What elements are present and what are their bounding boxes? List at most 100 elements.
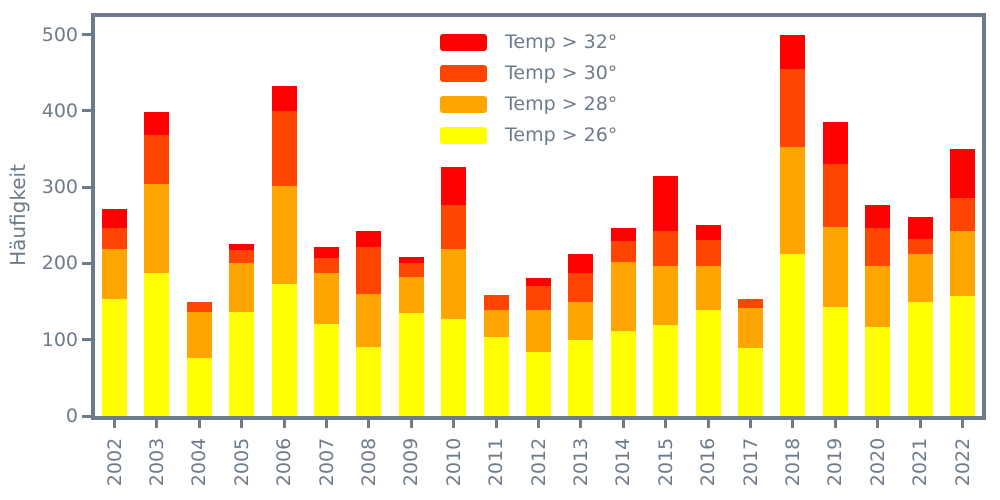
bar-2010-temp-gt-32-segment bbox=[441, 167, 467, 205]
bar-2002-temp-gt-26-segment bbox=[102, 299, 127, 416]
bar-2005-temp-gt-28-segment bbox=[229, 263, 255, 313]
bar-2022-temp-gt-32-segment bbox=[950, 149, 975, 198]
y-tick-400 bbox=[82, 109, 91, 113]
bar-2003 bbox=[144, 112, 170, 416]
bar-2015-temp-gt-30-segment bbox=[653, 231, 679, 266]
y-tick-300 bbox=[82, 185, 91, 189]
legend-item-temp-26: Temp > 26° bbox=[440, 125, 617, 144]
bar-2022-temp-gt-28-segment bbox=[950, 230, 975, 297]
bar-2010-temp-gt-30-segment bbox=[441, 204, 467, 249]
legend-swatch-temp-28 bbox=[440, 95, 487, 113]
bar-2003-temp-gt-30-segment bbox=[144, 134, 170, 185]
bar-2002 bbox=[102, 209, 127, 416]
bar-2011-temp-gt-26-segment bbox=[483, 337, 509, 416]
bar-2013-temp-gt-28-segment bbox=[568, 301, 594, 341]
bar-2006 bbox=[271, 85, 297, 416]
bar-2017 bbox=[738, 298, 763, 416]
bar-2008-temp-gt-28-segment bbox=[356, 293, 382, 348]
legend-item-temp-30: Temp > 30° bbox=[440, 61, 618, 84]
bar-2017-temp-gt-26-segment bbox=[738, 348, 763, 416]
x-tick-label-2009: 2009 bbox=[400, 437, 423, 487]
x-tick-2007 bbox=[325, 420, 328, 428]
bar-2021-temp-gt-30-segment bbox=[907, 239, 933, 254]
bar-2019-temp-gt-28-segment bbox=[822, 226, 848, 307]
bar-2017-temp-gt-30-segment bbox=[738, 298, 763, 308]
x-tick-2022 bbox=[961, 420, 964, 428]
bar-2003-temp-gt-26-segment bbox=[144, 272, 170, 416]
x-tick-label-2006: 2006 bbox=[273, 437, 296, 487]
bar-2018 bbox=[780, 34, 806, 416]
y-tick-100 bbox=[82, 338, 91, 342]
x-tick-label-2012: 2012 bbox=[527, 437, 550, 487]
x-tick-label-2010: 2010 bbox=[442, 437, 465, 487]
bar-2020-temp-gt-30-segment bbox=[865, 227, 891, 266]
bar-2019 bbox=[822, 122, 848, 416]
x-tick-2011 bbox=[494, 420, 498, 428]
bar-2013-temp-gt-32-segment bbox=[568, 254, 594, 273]
legend: Temp > 32° Temp > 30° Temp > 28° Temp > … bbox=[440, 32, 618, 157]
bar-2005-temp-gt-32-segment bbox=[229, 244, 255, 251]
bar-2009-temp-gt-30-segment bbox=[398, 263, 424, 278]
bar-2016-temp-gt-28-segment bbox=[695, 265, 721, 310]
bar-2003-temp-gt-28-segment bbox=[144, 184, 170, 273]
bar-2008 bbox=[356, 230, 382, 416]
legend-item-temp-32: Temp > 32° bbox=[440, 32, 617, 51]
bar-2018-temp-gt-26-segment bbox=[780, 253, 806, 416]
y-tick-label-200: 200 bbox=[41, 252, 78, 275]
x-tick-label-2005: 2005 bbox=[230, 437, 253, 487]
bar-2005-temp-gt-26-segment bbox=[229, 312, 255, 416]
bar-2022-temp-gt-26-segment bbox=[950, 296, 975, 416]
bar-2005 bbox=[229, 244, 255, 416]
bar-2009-temp-gt-32-segment bbox=[398, 257, 424, 264]
x-tick-label-2003: 2003 bbox=[145, 437, 168, 487]
bar-2010-temp-gt-28-segment bbox=[441, 248, 467, 320]
bar-2015 bbox=[653, 175, 679, 416]
bar-2007-temp-gt-26-segment bbox=[314, 323, 339, 416]
bar-2020-temp-gt-26-segment bbox=[865, 326, 891, 416]
bar-2007-temp-gt-30-segment bbox=[314, 258, 339, 274]
x-tick-label-2007: 2007 bbox=[315, 437, 338, 487]
x-tick-label-2002: 2002 bbox=[103, 437, 126, 487]
bar-2021-temp-gt-26-segment bbox=[907, 301, 933, 416]
bar-2014-temp-gt-32-segment bbox=[610, 227, 636, 242]
x-tick-2012 bbox=[537, 420, 540, 428]
y-tick-200 bbox=[82, 261, 91, 265]
y-tick-0 bbox=[82, 414, 91, 418]
x-tick-label-2020: 2020 bbox=[866, 437, 889, 487]
bar-2020-temp-gt-32-segment bbox=[865, 205, 891, 228]
y-tick-label-300: 300 bbox=[41, 176, 78, 199]
bar-2005-temp-gt-30-segment bbox=[229, 250, 255, 264]
bar-2015-temp-gt-32-segment bbox=[653, 175, 679, 232]
x-tick-2014 bbox=[621, 420, 625, 428]
bar-2012-temp-gt-30-segment bbox=[526, 286, 551, 310]
bar-2006-temp-gt-32-segment bbox=[271, 85, 297, 111]
bar-2013-temp-gt-26-segment bbox=[568, 340, 594, 416]
x-tick-2010 bbox=[452, 420, 456, 428]
bar-2003-temp-gt-32-segment bbox=[144, 112, 170, 135]
x-tick-label-2017: 2017 bbox=[739, 437, 762, 487]
x-tick-2015 bbox=[664, 420, 668, 428]
bar-2015-temp-gt-26-segment bbox=[653, 325, 679, 416]
legend-label-temp-30: Temp > 30° bbox=[505, 61, 618, 84]
y-tick-label-100: 100 bbox=[41, 328, 78, 351]
bar-2016-temp-gt-30-segment bbox=[695, 239, 721, 266]
x-tick-2013 bbox=[579, 420, 583, 428]
bar-2016-temp-gt-26-segment bbox=[695, 309, 721, 416]
plot-area bbox=[82, 13, 986, 420]
x-tick-label-2018: 2018 bbox=[781, 437, 804, 487]
y-tick-label-500: 500 bbox=[41, 23, 78, 46]
legend-swatch-temp-32 bbox=[440, 33, 487, 51]
bar-2018-temp-gt-32-segment bbox=[780, 34, 806, 69]
bar-2018-temp-gt-30-segment bbox=[780, 68, 806, 147]
bar-2009 bbox=[398, 257, 424, 416]
x-tick-2020 bbox=[876, 420, 880, 428]
bar-2010-temp-gt-26-segment bbox=[441, 319, 467, 416]
x-tick-label-2015: 2015 bbox=[654, 437, 677, 487]
legend-item-temp-28: Temp > 28° bbox=[440, 94, 617, 113]
bar-2014-temp-gt-28-segment bbox=[610, 261, 636, 331]
x-tick-2019 bbox=[833, 420, 837, 428]
bar-2019-temp-gt-26-segment bbox=[822, 306, 848, 416]
bar-2016-temp-gt-32-segment bbox=[695, 224, 721, 240]
y-tick-label-0: 0 bbox=[65, 405, 78, 427]
